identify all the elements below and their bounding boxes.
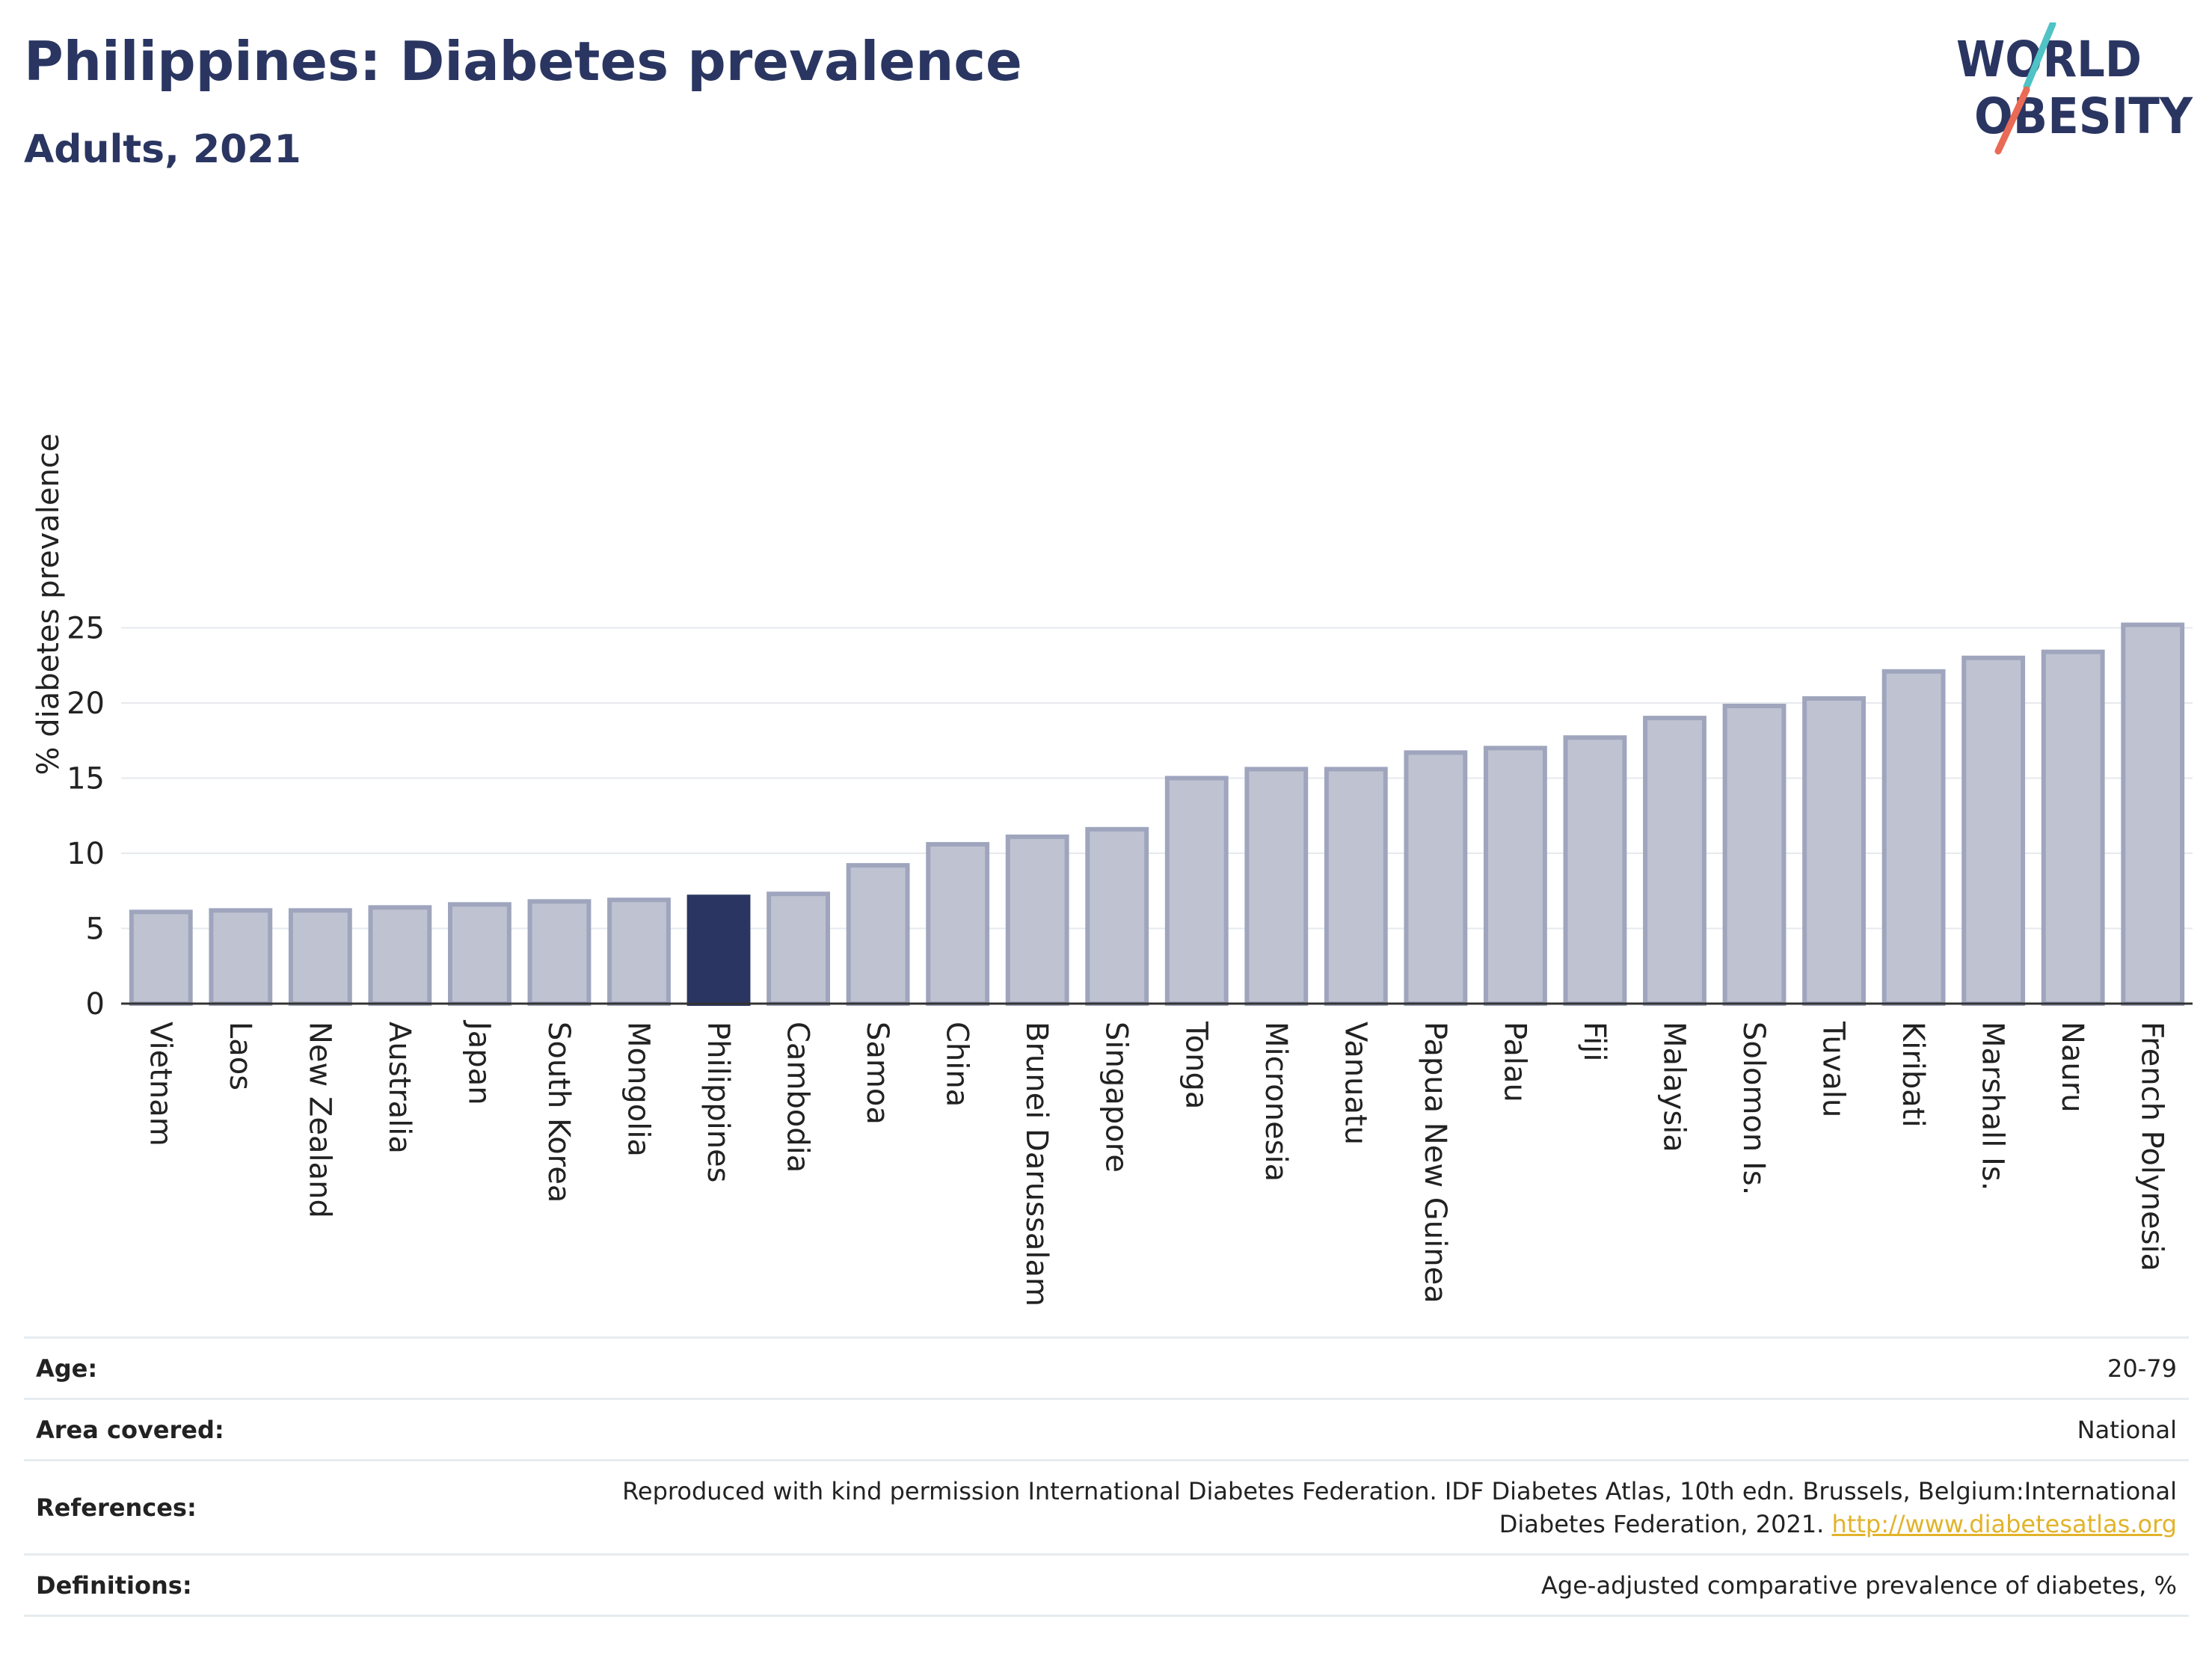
references-text-line1: Reproduced with kind permission Internat… xyxy=(622,1476,2177,1505)
logo-slash-teal xyxy=(2023,22,2056,90)
metadata-table: Age: 20-79 Area covered: National Refere… xyxy=(24,1336,2189,1617)
x-tick-label: Brunei Darussalam xyxy=(1019,1022,1054,1307)
x-tick-label: French Polynesia xyxy=(2135,1022,2169,1271)
meta-row-age: Age: 20-79 xyxy=(24,1337,2189,1399)
bar-japan xyxy=(448,902,511,1006)
meta-references-label: References: xyxy=(36,1493,197,1522)
x-tick-label: Singapore xyxy=(1099,1022,1134,1173)
bar-south-korea xyxy=(527,899,592,1006)
bar-nauru xyxy=(2041,649,2105,1006)
bar-vietnam xyxy=(129,909,193,1007)
x-tick-label: Nauru xyxy=(2055,1022,2089,1113)
x-tick-label: Tonga xyxy=(1179,1021,1213,1109)
x-tick-label: Vietnam xyxy=(143,1022,177,1146)
bar-china xyxy=(926,841,990,1006)
bar-singapore xyxy=(1085,826,1149,1006)
meta-row-area: Area covered: National xyxy=(24,1398,2189,1461)
bar-tuvalu xyxy=(1802,696,1866,1006)
page-title: Philippines: Diabetes prevalence xyxy=(24,30,1022,93)
x-tick-label: Micronesia xyxy=(1259,1022,1293,1182)
bar-australia xyxy=(368,905,432,1006)
page-subtitle: Adults, 2021 xyxy=(24,127,301,172)
x-tick-label: New Zealand xyxy=(302,1022,337,1218)
bar-marshall-is xyxy=(1961,655,2026,1006)
y-tick-label: 25 xyxy=(67,612,105,646)
y-tick-label: 20 xyxy=(67,687,105,721)
meta-row-references: References: Reproduced with kind permiss… xyxy=(24,1460,2189,1555)
bar-malaysia xyxy=(1643,716,1706,1006)
meta-definitions-value: Age-adjusted comparative prevalence of d… xyxy=(1541,1570,2177,1600)
bar-tonga xyxy=(1164,776,1229,1006)
meta-references-value: Reproduced with kind permission Internat… xyxy=(497,1461,2189,1555)
axes: 0 5 10 15 20 25 Vietnam Laos New Zealand Australi… xyxy=(67,612,2193,1307)
bar-chart: 0 5 10 15 20 25 Vietnam Laos New Zealand Australi… xyxy=(31,433,2193,1307)
x-tick-label: Tuvalu xyxy=(1816,1021,1851,1117)
bar-brunei-darussalam xyxy=(1005,834,1069,1007)
x-tick-label: Australia xyxy=(382,1022,417,1154)
world-obesity-logo: WORLD OBESITY xyxy=(1956,22,2193,155)
meta-area-value: National xyxy=(2077,1415,2177,1444)
bar-philippines xyxy=(686,894,751,1007)
bar-samoa xyxy=(846,863,910,1006)
bar-papua-new-guinea xyxy=(1404,750,1468,1007)
x-tick-label: Laos xyxy=(223,1022,257,1090)
y-axis-label: % diabetes prevalence xyxy=(31,433,66,775)
y-tick-label: 0 xyxy=(86,987,105,1022)
x-tick-label: Fiji xyxy=(1577,1022,1612,1061)
bar-micronesia xyxy=(1244,767,1309,1006)
y-tick-label: 10 xyxy=(67,837,105,871)
x-tick-label: South Korea xyxy=(541,1022,576,1203)
bar-palau xyxy=(1484,746,1547,1006)
grid-lines xyxy=(121,627,2193,930)
references-text-line2: Diabetes Federation, 2021. xyxy=(1499,1509,1832,1538)
x-tick-label: Samoa xyxy=(860,1022,894,1125)
logo-slash-coral xyxy=(1994,86,2030,155)
x-tick-label: Palau xyxy=(1497,1022,1531,1102)
x-tick-label: Malaysia xyxy=(1657,1022,1692,1152)
y-tick-label: 15 xyxy=(67,762,105,796)
x-tick-label: Papua New Guinea xyxy=(1418,1022,1452,1304)
x-tick-label: Solomon Is. xyxy=(1736,1022,1771,1195)
bar-new-zealand xyxy=(288,908,352,1007)
bar-kiribati xyxy=(1881,669,1946,1006)
x-tick-label: Marshall Is. xyxy=(1976,1022,2010,1191)
x-tick-label: Cambodia xyxy=(781,1022,815,1173)
x-tick-label: Vanuatu xyxy=(1338,1022,1372,1145)
references-link[interactable]: http://www.diabetesatlas.org xyxy=(1831,1509,2177,1538)
meta-row-definitions: Definitions: Age-adjusted comparative pr… xyxy=(24,1554,2189,1616)
bar-solomon-is xyxy=(1722,704,1787,1007)
bar-mongolia xyxy=(607,897,671,1007)
y-tick-label: 5 xyxy=(86,912,105,947)
x-tick-label: Kiribati xyxy=(1896,1022,1930,1128)
bars xyxy=(129,622,2185,1007)
bar-cambodia xyxy=(766,891,830,1007)
meta-definitions-label: Definitions: xyxy=(36,1570,192,1600)
bar-french-polynesia xyxy=(2121,622,2185,1006)
bar-laos xyxy=(209,908,273,1007)
x-tick-label: Japan xyxy=(461,1019,496,1105)
meta-area-label: Area covered: xyxy=(36,1415,224,1444)
x-tick-label: Philippines xyxy=(701,1022,735,1183)
bar-fiji xyxy=(1563,735,1627,1006)
meta-age-label: Age: xyxy=(36,1354,98,1383)
x-tick-label: Mongolia xyxy=(621,1022,656,1157)
meta-age-value: 20-79 xyxy=(2107,1354,2177,1383)
x-tick-label: China xyxy=(940,1022,974,1107)
bar-vanuatu xyxy=(1324,767,1388,1006)
